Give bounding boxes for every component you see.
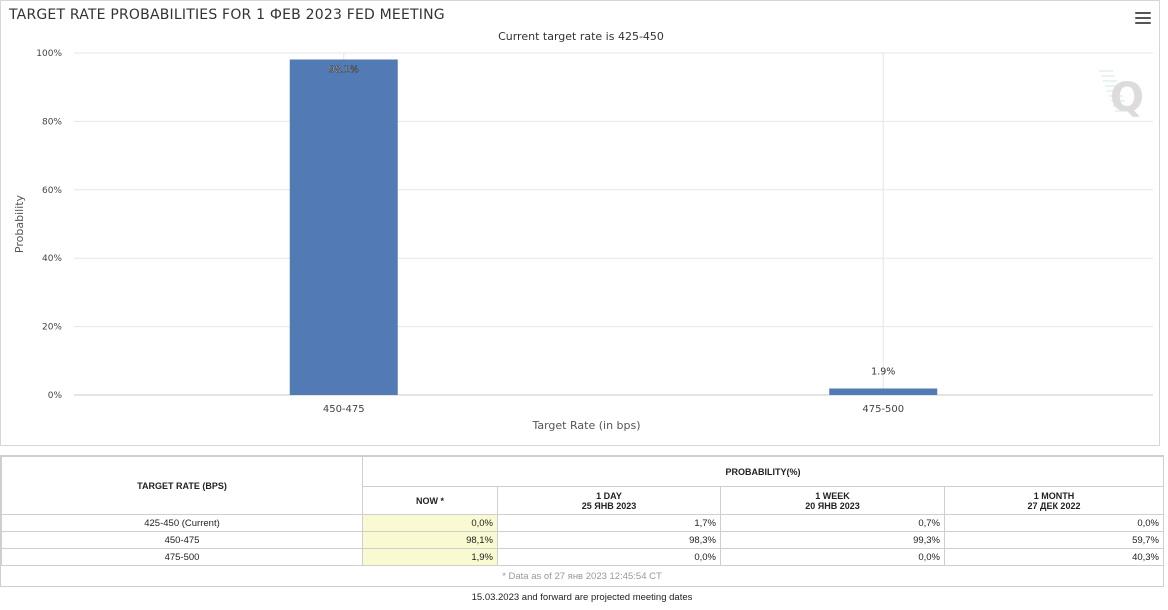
now-cell: 0,0% — [362, 514, 498, 532]
now-cell: 98,1% — [362, 531, 498, 549]
watermark-logo-icon: Q — [1099, 70, 1144, 121]
day-cell: 98,3% — [497, 531, 721, 549]
x-tick-label: 475-500 — [862, 404, 904, 415]
rate-cell: 450-475 — [1, 531, 363, 549]
y-tick-label: 60% — [42, 186, 62, 196]
week-cell: 0,0% — [720, 548, 945, 566]
month-cell: 59,7% — [944, 531, 1164, 549]
month-cell: 0,0% — [944, 514, 1164, 532]
bar — [829, 388, 938, 395]
y-tick-label: 80% — [42, 117, 62, 127]
chart-subtitle: Current target rate is 425-450 — [498, 30, 664, 43]
col-header-1month: 1 MONTH 27 ДЕК 2022 — [944, 486, 1164, 515]
y-tick-label: 20% — [42, 323, 62, 333]
data-as-of-note: * Data as of 27 янв 2023 12:45:54 CT — [502, 571, 662, 582]
week-cell: 99,3% — [720, 531, 945, 549]
y-tick-label: 40% — [42, 254, 62, 264]
col-header-1week: 1 WEEK 20 ЯНВ 2023 — [720, 486, 945, 515]
rate-header: TARGET RATE (BPS) — [1, 456, 363, 515]
svg-text:Q: Q — [1110, 75, 1144, 121]
x-tick-label: 450-475 — [323, 404, 365, 415]
chart-panel: TARGET RATE PROBABILITIES FOR 1 ФЕВ 2023… — [0, 0, 1160, 446]
probability-table-panel: TARGET RATE (BPS) PROBABILITY(%) NOW * 1… — [0, 455, 1164, 587]
table-row: 450-475 98,1% 98,3% 99,3% 59,7% — [1, 531, 1164, 549]
y-axis-title: Probability — [13, 194, 26, 253]
rate-cell: 425-450 (Current) — [1, 514, 363, 532]
col-header-now: NOW * — [362, 486, 498, 515]
probability-header: PROBABILITY(%) — [362, 456, 1164, 487]
week-cell: 0,7% — [720, 514, 945, 532]
projected-dates-note: 15.03.2023 and forward are projected mee… — [471, 592, 693, 603]
table-row: 425-450 (Current) 0,0% 1,7% 0,7% 0,0% — [1, 514, 1164, 532]
chart-title: TARGET RATE PROBABILITIES FOR 1 ФЕВ 2023… — [9, 7, 445, 23]
month-cell: 40,3% — [944, 548, 1164, 566]
y-tick-label: 100% — [36, 49, 62, 59]
col-header-1day: 1 DAY 25 ЯНВ 2023 — [497, 486, 721, 515]
bar — [289, 59, 398, 396]
probability-table: TARGET RATE (BPS) PROBABILITY(%) NOW * 1… — [1, 456, 1164, 566]
rate-cell: 475-500 — [1, 548, 363, 566]
now-cell: 1,9% — [362, 548, 498, 566]
bar-chart: 0% 20% 40% 60% 80% 100% 98.1% 450-475 1.9% 475-50… — [13, 49, 1153, 432]
data-label: 98.1% — [329, 64, 359, 75]
data-label: 1.9% — [871, 367, 895, 378]
y-tick-label: 0% — [48, 391, 63, 401]
table-row: 475-500 1,9% 0,0% 0,0% 40,3% — [1, 548, 1164, 566]
x-axis-title: Target Rate (in bps) — [531, 419, 640, 432]
menu-icon[interactable] — [1135, 12, 1151, 26]
day-cell: 1,7% — [497, 514, 721, 532]
day-cell: 0,0% — [497, 548, 721, 566]
